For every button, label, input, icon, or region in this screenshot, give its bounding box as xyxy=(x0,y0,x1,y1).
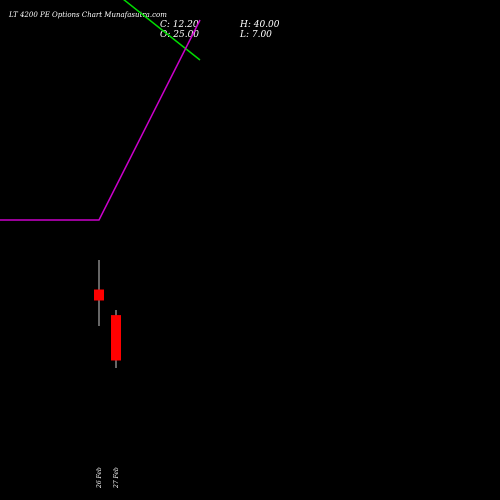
high-readout: H: 40.00 xyxy=(240,20,280,30)
close-readout: C: 12.20 xyxy=(160,20,199,30)
indicator-line-2 xyxy=(0,19,201,221)
low-readout: L: 7.00 xyxy=(240,30,272,40)
indicator-line-1 xyxy=(123,0,201,61)
chart-title: LT 4200 PE Options Chart Munafasutra.com xyxy=(9,11,167,19)
candle-body xyxy=(111,315,121,361)
x-tick-label: 27 Feb xyxy=(113,467,120,489)
candle-body xyxy=(94,289,104,301)
x-tick-label: 26 Feb xyxy=(96,467,103,489)
open-readout: O: 25.00 xyxy=(160,30,200,40)
